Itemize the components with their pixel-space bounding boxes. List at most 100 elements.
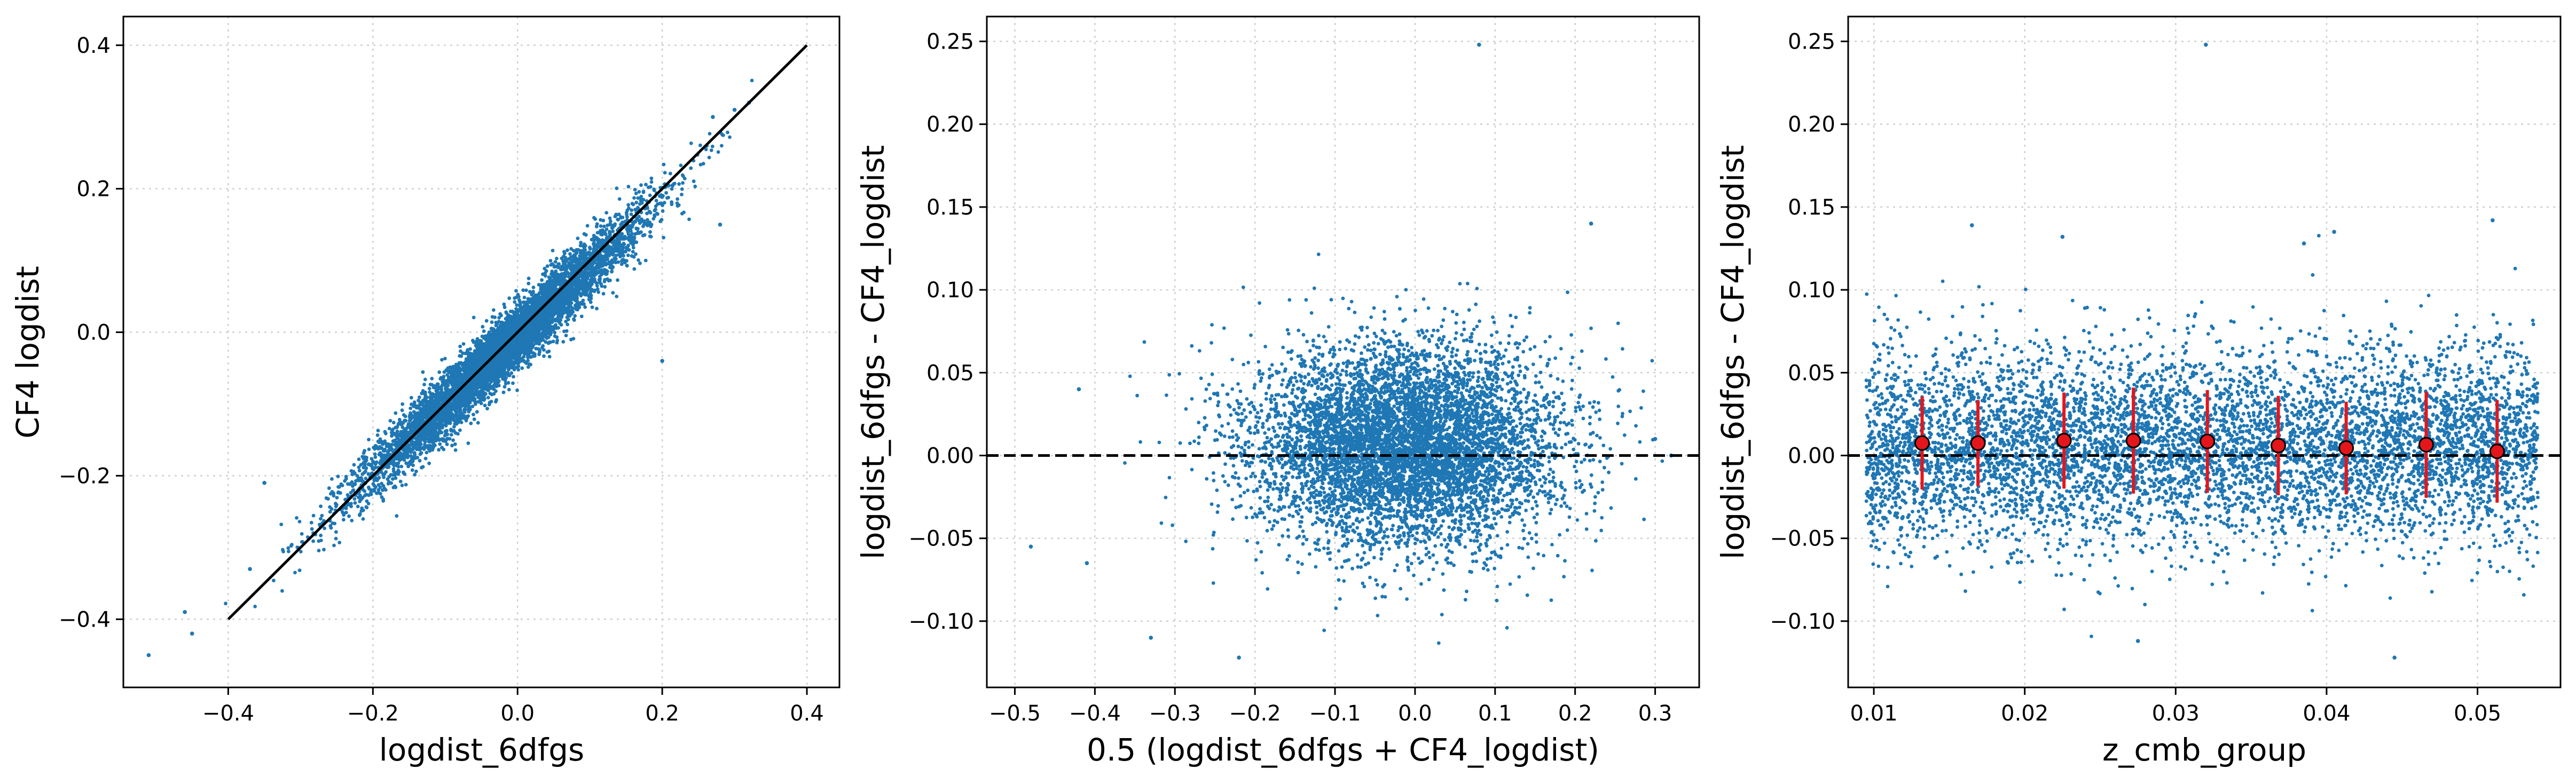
scatter-point xyxy=(547,354,552,359)
scatter-point xyxy=(544,269,548,273)
scatter-point xyxy=(531,286,536,289)
scatter-point xyxy=(387,426,391,431)
scatter-point xyxy=(363,489,367,493)
scatter-point xyxy=(544,340,548,344)
scatter-point xyxy=(519,302,522,306)
scatter-point xyxy=(381,497,386,501)
scatter-point xyxy=(592,241,596,244)
scatter-point xyxy=(644,183,648,187)
scatter-point xyxy=(458,354,462,358)
scatter-point xyxy=(391,421,396,425)
scatter-point xyxy=(567,261,571,265)
scatter-point xyxy=(634,192,638,195)
scatter-point xyxy=(612,223,617,227)
scatter-point xyxy=(587,297,591,302)
scatter-point xyxy=(452,425,456,429)
scatter-point xyxy=(542,354,546,358)
scatter-point xyxy=(707,155,711,160)
scatter-point xyxy=(641,224,645,228)
scatter-point xyxy=(490,320,494,324)
scatter-point xyxy=(347,514,351,518)
scatter-point xyxy=(413,473,417,477)
scatter-point xyxy=(680,187,684,191)
scatter-point xyxy=(704,147,708,152)
scatter-point xyxy=(342,518,345,522)
panel-1-scatter-points xyxy=(146,78,754,658)
scatter-point xyxy=(530,354,535,359)
scatter-point xyxy=(527,281,531,286)
scatter-point xyxy=(662,201,666,205)
scatter-point xyxy=(342,513,346,517)
scatter-point xyxy=(629,212,633,216)
scatter-point xyxy=(376,429,380,433)
scatter-point xyxy=(333,521,337,526)
scatter-point xyxy=(394,476,398,480)
scatter-point xyxy=(476,400,480,404)
scatter-point xyxy=(391,469,396,473)
scatter-point xyxy=(300,532,304,536)
scatter-point xyxy=(638,261,642,265)
scatter-point xyxy=(522,296,527,299)
scatter-point xyxy=(555,340,559,345)
scatter-point xyxy=(553,272,557,276)
scatter-point xyxy=(579,314,584,319)
scatter-point xyxy=(710,145,714,148)
scatter-point xyxy=(280,589,284,593)
scatter-point xyxy=(410,431,414,435)
scatter-point xyxy=(404,461,409,465)
scatter-point xyxy=(297,520,302,524)
scatter-point xyxy=(359,463,363,467)
scatter-point xyxy=(619,262,624,266)
scatter-point xyxy=(639,195,643,199)
scatter-point xyxy=(670,187,674,191)
scatter-point xyxy=(362,465,366,470)
scatter-point xyxy=(614,254,618,257)
scatter-point xyxy=(334,530,338,534)
scatter-point xyxy=(395,514,399,518)
scatter-point xyxy=(516,292,520,297)
scatter-point xyxy=(445,373,449,377)
scatter-point xyxy=(374,444,378,448)
scatter-point xyxy=(423,377,427,382)
scatter-point xyxy=(608,216,612,220)
scatter-point xyxy=(566,318,570,321)
scatter-point xyxy=(616,260,621,264)
scatter-point xyxy=(504,382,508,385)
scatter-point xyxy=(637,218,641,223)
scatter-point xyxy=(617,197,622,201)
scatter-point xyxy=(513,300,517,304)
scatter-point xyxy=(494,320,498,324)
scatter-point xyxy=(352,463,356,467)
scatter-point xyxy=(606,223,609,227)
scatter-point xyxy=(528,362,532,366)
scatter-point xyxy=(311,513,316,518)
scatter-point xyxy=(446,376,451,379)
scatter-point xyxy=(398,479,403,484)
scatter-point xyxy=(357,469,362,473)
scatter-point xyxy=(632,196,636,200)
scatter-point xyxy=(472,413,475,417)
scatter-point xyxy=(631,250,635,254)
scatter-point xyxy=(556,265,560,268)
scatter-point xyxy=(376,488,381,492)
scatter-point xyxy=(490,315,494,319)
scatter-point xyxy=(680,193,684,196)
scatter-point xyxy=(373,452,377,456)
scatter-point xyxy=(320,513,324,518)
scatter-point xyxy=(287,549,290,553)
scatter-point xyxy=(555,257,559,260)
scatter-point xyxy=(340,484,344,487)
scatter-point xyxy=(322,548,326,552)
scatter-point xyxy=(590,305,594,310)
scatter-point xyxy=(750,78,754,83)
scatter-point xyxy=(319,517,323,521)
scatter-point xyxy=(544,274,547,278)
panel-1: −0.4 −0.2 0.0 0.2 0.4−0.4−0.20.00.20.4 logdi… xyxy=(10,15,841,768)
scatter-point xyxy=(415,446,419,450)
scatter-point xyxy=(648,185,653,189)
scatter-point xyxy=(286,546,290,550)
scatter-point xyxy=(428,383,433,386)
scatter-point xyxy=(476,421,480,425)
scatter-point xyxy=(396,472,400,476)
scatter-point xyxy=(657,194,662,198)
